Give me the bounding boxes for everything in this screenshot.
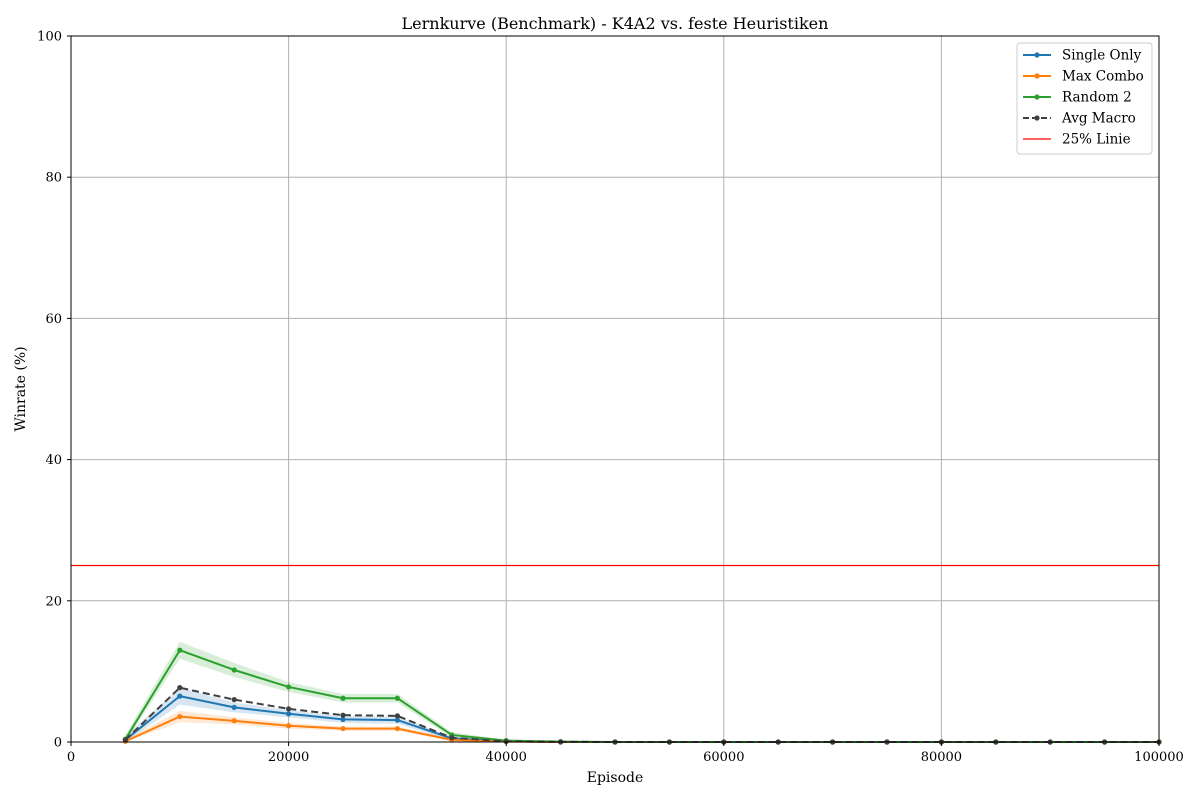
y-tick-label: 20 [45,594,62,609]
legend-label: Avg Macro [1061,111,1136,127]
data-point [394,725,400,732]
data-point [394,717,400,723]
x-tick-label: 40000 [486,750,527,765]
data-point [122,737,128,743]
data-point [231,667,237,673]
confidence-bands [125,641,1159,742]
data-point [394,713,400,719]
data-point [503,738,509,744]
data-point [177,713,183,720]
legend-entry: Max Combo [1023,69,1144,85]
series-line [124,649,1159,743]
band-max-combo [125,710,1159,742]
data-point [286,711,292,717]
data-point [286,706,292,712]
band-single-only [125,687,1159,742]
data-point [449,735,455,741]
data-point [177,647,183,653]
data-point [286,723,292,729]
y-tick-label: 40 [45,453,62,468]
data-point [177,693,183,699]
data-point [231,697,237,703]
legend-box [1016,42,1153,155]
legend-label: Random 2 [1062,90,1132,106]
y-axis-label: Winrate (%) [13,346,29,431]
series-random-2 [122,647,1162,745]
y-tick-label: 60 [45,312,62,327]
x-axis-label: Episode [587,770,644,786]
legend-marker [1034,73,1040,79]
grid [70,35,1160,743]
data-point [286,684,292,690]
data-point [231,704,237,711]
series-lines [122,647,1162,745]
legend-label: Max Combo [1062,69,1144,85]
legend-entry: Single Only [1023,48,1142,64]
data-point [340,712,346,718]
data-point [394,695,400,701]
legend-label: 25% Linie [1062,132,1131,148]
legend: Single Only Max Combo Random 2 Avg Macro 25%… [1016,42,1153,155]
legend-marker [1034,94,1040,100]
legend-marker [1034,115,1040,121]
legend-marker [1034,52,1040,58]
series-line [124,715,1159,743]
y-tick-label: 80 [45,171,62,186]
data-point [231,718,237,724]
series-single-only [122,693,1162,745]
x-tick-label: 100000 [1134,750,1184,765]
series-max-combo [122,713,1162,745]
axis-ticks: 0 20000 40000 60000 80000 100000 0 20 40 60 80 100 [37,30,1184,766]
legend-entry: 25% Linie [1023,132,1131,148]
chart-title: Lernkurve (Benchmark) - K4A2 vs. feste H… [402,14,829,33]
legend-label: Single Only [1062,48,1142,64]
band-random-2 [125,641,1159,742]
x-tick-label: 80000 [921,750,962,765]
data-point [177,685,183,691]
data-point [340,695,346,701]
data-point [340,716,346,723]
y-tick-label: 0 [54,736,62,751]
series-line [124,695,1159,743]
legend-entry: Random 2 [1023,90,1132,106]
x-tick-label: 20000 [268,750,309,765]
legend-entry: Avg Macro [1023,111,1136,127]
x-tick-label: 60000 [703,750,744,765]
data-point [340,725,346,732]
x-tick-label: 0 [67,750,75,765]
plot-frame [70,35,1160,743]
y-tick-label: 100 [37,30,62,45]
